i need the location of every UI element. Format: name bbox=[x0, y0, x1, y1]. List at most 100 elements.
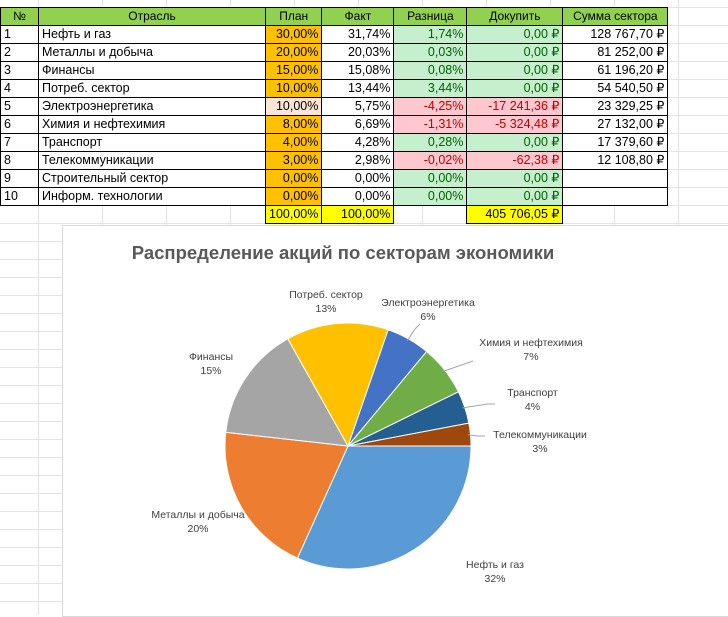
cell-buy[interactable]: -5 324,48 ₽ bbox=[466, 115, 564, 134]
cell-no[interactable]: 7 bbox=[0, 133, 39, 152]
cell-sum[interactable]: 54 540,50 ₽ bbox=[562, 79, 669, 98]
cell-no[interactable]: 3 bbox=[0, 61, 39, 80]
cell-sum[interactable] bbox=[562, 187, 669, 206]
cell-plan[interactable]: 10,00% bbox=[264, 79, 323, 98]
data-label[interactable]: Транспорт 4% bbox=[495, 386, 570, 414]
cell-plan[interactable]: 15,00% bbox=[264, 61, 323, 80]
cell-plan[interactable]: 8,00% bbox=[264, 115, 323, 134]
header-diff[interactable]: Разница bbox=[393, 7, 468, 26]
data-label[interactable]: Нефть и газ 32% bbox=[450, 558, 540, 586]
total-blank-sum[interactable] bbox=[563, 206, 668, 224]
cell-no[interactable]: 10 bbox=[0, 187, 39, 206]
data-label[interactable]: Химия и нефтехимия 7% bbox=[471, 336, 591, 364]
cell-fact[interactable]: 4,28% bbox=[321, 133, 395, 152]
total-plan[interactable]: 100,00% bbox=[264, 205, 323, 224]
cell-sector[interactable]: Финансы bbox=[38, 61, 266, 80]
data-label[interactable]: Потреб. сектор 13% bbox=[281, 288, 371, 316]
cell-buy[interactable]: 0,00 ₽ bbox=[466, 187, 564, 206]
cell-no[interactable]: 9 bbox=[0, 169, 39, 188]
cell-sum[interactable]: 12 108,80 ₽ bbox=[562, 151, 669, 170]
cell-fact[interactable]: 15,08% bbox=[321, 61, 395, 80]
cell-plan[interactable]: 20,00% bbox=[264, 43, 323, 62]
cell-buy[interactable]: 0,00 ₽ bbox=[466, 61, 564, 80]
pie-slice[interactable] bbox=[225, 338, 349, 447]
cell-sum[interactable]: 27 132,00 ₽ bbox=[562, 115, 669, 134]
cell-fact[interactable]: 31,74% bbox=[321, 25, 395, 44]
cell-no[interactable]: 1 bbox=[0, 25, 39, 44]
cell-plan[interactable]: 30,00% bbox=[264, 25, 323, 44]
chart-title: Распределение акций по секторам экономик… bbox=[131, 242, 555, 263]
header-fact[interactable]: Факт bbox=[321, 7, 395, 26]
cell-plan[interactable]: 0,00% bbox=[264, 169, 323, 188]
cell-sector[interactable]: Химия и нефтехимия bbox=[38, 115, 266, 134]
cell-fact[interactable]: 13,44% bbox=[321, 79, 395, 98]
cell-sector[interactable]: Электроэнергетика bbox=[38, 97, 266, 116]
cell-plan[interactable]: 10,00% bbox=[264, 97, 323, 116]
cell-sum[interactable]: 17 379,60 ₽ bbox=[562, 133, 669, 152]
cell-fact[interactable]: 0,00% bbox=[321, 187, 395, 206]
cell-diff[interactable]: 0,00% bbox=[393, 187, 468, 206]
cell-buy[interactable]: 0,00 ₽ bbox=[466, 43, 564, 62]
cell-diff[interactable]: 0,03% bbox=[393, 43, 468, 62]
cell-plan[interactable]: 0,00% bbox=[264, 187, 323, 206]
pie-slice[interactable] bbox=[296, 445, 472, 570]
total-blank-sector[interactable] bbox=[39, 206, 266, 224]
cell-diff[interactable]: 0,08% bbox=[393, 61, 468, 80]
pie-chart[interactable]: Распределение акций по секторам экономик… bbox=[62, 225, 728, 617]
cell-fact[interactable]: 6,69% bbox=[321, 115, 395, 134]
cell-plan[interactable]: 3,00% bbox=[264, 151, 323, 170]
header-buy[interactable]: Докупить bbox=[466, 7, 564, 26]
data-label[interactable]: Электроэнергетика 6% bbox=[373, 296, 483, 324]
data-label[interactable]: Металлы и добыча 20% bbox=[133, 508, 263, 536]
cell-no[interactable]: 2 bbox=[0, 43, 39, 62]
table-row: 3 Финансы 15,00% 15,08% 0,08% 0,00 ₽61 196,20… bbox=[0, 61, 669, 80]
cell-sector[interactable]: Потреб. сектор bbox=[38, 79, 266, 98]
cell-sum[interactable]: 61 196,20 ₽ bbox=[562, 61, 669, 80]
cell-diff[interactable]: 0,28% bbox=[393, 133, 468, 152]
cell-sum[interactable]: 23 329,25 ₽ bbox=[562, 97, 669, 116]
cell-sector[interactable]: Металлы и добыча bbox=[38, 43, 266, 62]
cell-fact[interactable]: 0,00% bbox=[321, 169, 395, 188]
cell-diff[interactable]: 0,00% bbox=[393, 169, 468, 188]
cell-plan[interactable]: 4,00% bbox=[264, 133, 323, 152]
cell-no[interactable]: 4 bbox=[0, 79, 39, 98]
cell-buy[interactable]: 0,00 ₽ bbox=[466, 133, 564, 152]
cell-sector[interactable]: Строительный сектор bbox=[38, 169, 266, 188]
total-blank-diff[interactable] bbox=[394, 206, 467, 224]
cell-sector[interactable]: Информ. технологии bbox=[38, 187, 266, 206]
cell-sum[interactable]: 128 767,70 ₽ bbox=[562, 25, 669, 44]
header-sector[interactable]: Отрасль bbox=[38, 7, 266, 26]
cell-fact[interactable]: 5,75% bbox=[321, 97, 395, 116]
header-plan[interactable]: План bbox=[264, 7, 323, 26]
pie-slice[interactable] bbox=[347, 422, 472, 447]
cell-diff[interactable]: 3,44% bbox=[393, 79, 468, 98]
cell-no[interactable]: 8 bbox=[0, 151, 39, 170]
data-label[interactable]: Финансы 15% bbox=[181, 350, 241, 378]
cell-fact[interactable]: 20,03% bbox=[321, 43, 395, 62]
cell-buy[interactable]: 0,00 ₽ bbox=[466, 169, 564, 188]
pie-slice[interactable] bbox=[287, 322, 389, 448]
cell-buy[interactable]: 0,00 ₽ bbox=[466, 79, 564, 98]
cell-sector[interactable]: Транспорт bbox=[38, 133, 266, 152]
cell-diff[interactable]: -0,02% bbox=[393, 151, 468, 170]
cell-sum[interactable] bbox=[562, 169, 669, 188]
cell-no[interactable]: 6 bbox=[0, 115, 39, 134]
cell-buy[interactable]: -17 241,36 ₽ bbox=[466, 97, 564, 116]
cell-sector[interactable]: Телекоммуникации bbox=[38, 151, 266, 170]
cell-buy[interactable]: -62,38 ₽ bbox=[466, 151, 564, 170]
cell-diff[interactable]: 1,74% bbox=[393, 25, 468, 44]
total-buy[interactable]: 405 706,05 ₽ bbox=[466, 205, 564, 224]
cell-sector[interactable]: Нефть и газ bbox=[38, 25, 266, 44]
cell-diff[interactable]: -1,31% bbox=[393, 115, 468, 134]
header-sum[interactable]: Сумма сектора bbox=[562, 7, 669, 26]
cell-buy[interactable]: 0,00 ₽ bbox=[466, 25, 564, 44]
data-label[interactable]: Телекоммуникации 3% bbox=[485, 428, 595, 456]
pie-slice[interactable] bbox=[224, 431, 349, 559]
header-no[interactable]: № bbox=[0, 7, 39, 26]
cell-diff[interactable]: -4,25% bbox=[393, 97, 468, 116]
total-fact[interactable]: 100,00% bbox=[321, 205, 395, 224]
cell-fact[interactable]: 2,98% bbox=[321, 151, 395, 170]
total-blank-no[interactable] bbox=[1, 206, 39, 224]
cell-sum[interactable]: 81 252,00 ₽ bbox=[562, 43, 669, 62]
cell-no[interactable]: 5 bbox=[0, 97, 39, 116]
